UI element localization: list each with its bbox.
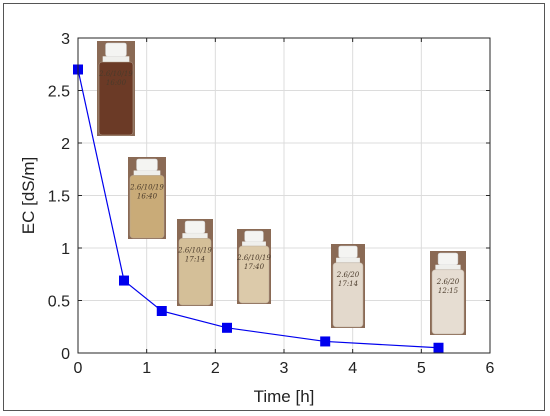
x-axis-label: Time [h] xyxy=(254,387,315,406)
y-tick-label: 3 xyxy=(61,31,70,48)
bottle-cap xyxy=(184,220,206,234)
bottle-label: 16:40 xyxy=(137,192,158,200)
series-line xyxy=(77,69,439,349)
x-tick-label: 3 xyxy=(280,360,289,377)
data-point xyxy=(222,322,233,333)
bottle-neck xyxy=(182,233,208,239)
x-tick-label: 1 xyxy=(142,360,151,377)
bottle-label: 17:14 xyxy=(185,255,205,263)
bottle-label: 2.6/20 xyxy=(436,278,460,286)
bottle-body xyxy=(431,269,465,335)
x-tick-label: 6 xyxy=(486,360,495,377)
y-tick-label: 2.5 xyxy=(48,84,70,101)
bottle-label: 16:00 xyxy=(106,79,127,87)
x-tick-label: 2 xyxy=(211,360,220,377)
data-point xyxy=(320,336,331,347)
bottle-label: 2.6/10/19 xyxy=(236,254,271,262)
x-tick-label: 4 xyxy=(348,360,357,377)
y-tick-label: 0 xyxy=(61,346,70,363)
bottle-label: 17:14 xyxy=(338,280,358,288)
y-tick-label: 0.5 xyxy=(48,294,70,311)
axes: 0 1 2 3 4 5 6 0 0.5 1 1.5 2 2.5 3 xyxy=(48,31,495,377)
bottle-cap xyxy=(338,245,358,259)
bottle-cap xyxy=(244,230,264,242)
data-point xyxy=(433,342,444,353)
y-tick-label: 2 xyxy=(61,136,70,153)
bottle-label: 2.6/10/19 xyxy=(177,246,212,254)
bottle-neck xyxy=(242,241,266,246)
bottle-body xyxy=(332,262,364,328)
bottle-body xyxy=(178,238,212,306)
x-tick-label: 5 xyxy=(417,360,426,377)
figure-frame: 2.6/10/19 16:00 2.6/10/19 16:40 2.6/10/19 17:… xyxy=(3,3,545,411)
bottle-body xyxy=(129,175,165,239)
y-tick-label: 1 xyxy=(61,241,70,258)
bottle-neck xyxy=(336,257,360,263)
bottle-photos: 2.6/10/1916:002.6/10/1916:402.6/10/1917:… xyxy=(97,41,466,335)
bottle-cap xyxy=(136,158,158,171)
bottle-cap xyxy=(105,42,127,57)
y-tick-label: 1.5 xyxy=(48,189,70,206)
bottle-label: 2.6/10/19 xyxy=(129,183,164,191)
bottle-label: 2.6/10/19 xyxy=(98,70,133,78)
y-axis-label: EC [dS/m] xyxy=(19,157,38,234)
x-tick-label: 0 xyxy=(74,360,83,377)
bottle-cap xyxy=(437,252,459,266)
bottle-label: 12:15 xyxy=(438,287,459,295)
bottle-body xyxy=(238,245,270,304)
data-point xyxy=(119,275,130,286)
bottle-neck xyxy=(435,264,461,270)
bottle-neck xyxy=(102,56,130,62)
bottle-label: 2.6/20 xyxy=(336,271,360,279)
data-point xyxy=(156,306,167,316)
bottle-body xyxy=(98,61,134,136)
bottle-label: 17:40 xyxy=(244,263,265,271)
ec-vs-time-chart: 2.6/10/1916:002.6/10/1916:402.6/10/1917:… xyxy=(19,31,495,406)
bottle-neck xyxy=(133,170,161,176)
